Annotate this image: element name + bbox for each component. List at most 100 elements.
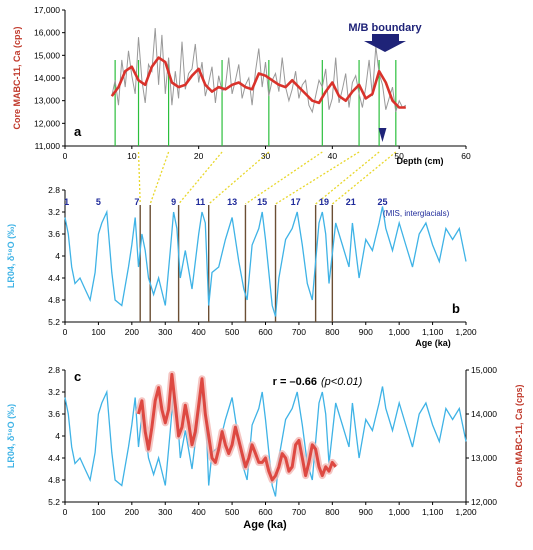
panel-c-x-tick-label: 900 — [359, 507, 373, 517]
mb-boundary-label: M/B boundary — [348, 22, 422, 34]
panel-c-right-tick-label: 13,000 — [471, 453, 497, 463]
panel-c: 2.8 3.2 3.6 4 4.4 4.8 5.2 12,000 13,000 14,000 15… — [6, 365, 524, 531]
panel-b-label: b — [452, 301, 460, 316]
panel-c-right-tick-label: 15,000 — [471, 365, 497, 375]
panel-b-x-tick-label: 900 — [359, 327, 373, 337]
panel-b-x-tick-label: 1,000 — [389, 327, 411, 337]
panel-b-y-tick-label: 3.2 — [48, 207, 60, 217]
panel-b-x-tick-label: 100 — [91, 327, 105, 337]
panel-b-x-tick-label: 600 — [258, 327, 272, 337]
mis-label: 9 — [171, 197, 176, 207]
ca-smoothed-series — [110, 56, 406, 109]
panel-c-x-tick-label: 100 — [91, 507, 105, 517]
panel-a-y-tick-label: 15,000 — [34, 50, 60, 60]
panel-b-ylabel: LR04, δ¹⁸O (‰) — [6, 224, 16, 288]
panel-c-x-tick-label: 600 — [258, 507, 272, 517]
mis-label: 17 — [291, 197, 301, 207]
panel-c-x-tick-label: 500 — [225, 507, 239, 517]
ca-series-overlay — [137, 372, 337, 482]
panel-b-y-tick-label: 4.4 — [48, 273, 60, 283]
tie-connector — [245, 151, 323, 205]
panel-b-x-tick-label: 300 — [158, 327, 172, 337]
panel-a-x-tick-label: 20 — [194, 151, 204, 161]
panel-b-x-tick-label: 0 — [63, 327, 68, 337]
panel-b-x-tick-label: 500 — [225, 327, 239, 337]
panel-b-x-tick-label: 800 — [325, 327, 339, 337]
panel-b-x-tick-label: 200 — [125, 327, 139, 337]
mis-label: 5 — [96, 197, 101, 207]
panel-a-x-tick-label: 50 — [394, 151, 404, 161]
mis-label: 15 — [257, 197, 267, 207]
panel-c-xlabel: Age (ka) — [243, 519, 287, 531]
panel-c-y-tick-label: 3.6 — [48, 409, 60, 419]
panel-b-x-tick-label: 700 — [292, 327, 306, 337]
panel-a: 11,000 12,000 13,000 14,000 15,000 16,000 17,0… — [12, 5, 471, 166]
panel-b-x-tick-label: 1,100 — [422, 327, 444, 337]
tie-connector — [331, 151, 397, 205]
panel-c-x-tick-label: 1,200 — [455, 507, 477, 517]
mis-note: (MIS, interglacials) — [383, 209, 450, 218]
mb-boundary-arrow-icon — [364, 34, 406, 52]
panel-a-y-tick-label: 14,000 — [34, 73, 60, 83]
panel-b-x-tick-label: 400 — [192, 327, 206, 337]
panel-c-y-tick-label: 4 — [55, 431, 60, 441]
tie-connector — [315, 151, 380, 205]
panel-a-y-tick-label: 11,000 — [35, 141, 61, 151]
panel-c-x-tick-label: 1,100 — [422, 507, 444, 517]
panel-c-right-tick-label: 14,000 — [471, 409, 497, 419]
panel-c-y-tick-label: 4.8 — [48, 475, 60, 485]
panel-c-y-tick-label: 5.2 — [48, 497, 60, 507]
panel-b-y-tick-label: 5.2 — [48, 317, 60, 327]
panel-b-xlabel: Age (ka) — [415, 338, 451, 348]
panel-c-ylabel: LR04, δ¹⁸O (‰) — [6, 404, 16, 468]
panel-c-y-tick-label: 2.8 — [48, 365, 60, 375]
panel-a-y-tick-label: 17,000 — [34, 5, 60, 15]
panel-c-label: c — [74, 369, 81, 384]
panel-a-x-tick-label: 60 — [461, 151, 471, 161]
panel-a-xlabel: Depth (cm) — [397, 156, 444, 166]
panel-b: 2.8 3.2 3.6 4 4.4 4.8 5.2 0 100 200 300 400 500 600 7… — [6, 185, 477, 348]
panel-c-ylabel-right: Core MABC-11, Ca (cps) — [514, 384, 524, 487]
panel-c-x-tick-label: 800 — [325, 507, 339, 517]
panel-a-y-tick-label: 13,000 — [34, 96, 60, 106]
panel-b-x-tick-label: 1,200 — [455, 327, 477, 337]
correlation-p: (p<0.01) — [321, 376, 363, 388]
panel-c-x-tick-label: 0 — [63, 507, 68, 517]
mis-label: 11 — [196, 197, 206, 207]
panel-c-x-tick-label: 400 — [192, 507, 206, 517]
panel-a-x-tick-label: 10 — [127, 151, 137, 161]
panel-b-y-tick-label: 2.8 — [48, 185, 60, 195]
panel-c-y-tick-label: 4.4 — [48, 453, 60, 463]
mis-label: 1 — [64, 197, 69, 207]
panel-a-x-tick-label: 30 — [261, 151, 271, 161]
tie-connector — [208, 151, 270, 205]
mis-label: 13 — [227, 197, 237, 207]
panel-c-x-tick-label: 200 — [125, 507, 139, 517]
panel-b-y-tick-label: 4.8 — [48, 295, 60, 305]
panel-a-label: a — [74, 124, 82, 139]
mb-boundary-marker-icon — [378, 128, 387, 142]
panel-a-y-tick-label: 12,000 — [34, 118, 60, 128]
panel-c-x-tick-label: 700 — [292, 507, 306, 517]
lr04-series — [64, 206, 467, 317]
mis-label: 7 — [134, 197, 139, 207]
panel-a-y-tick-label: 16,000 — [34, 28, 60, 38]
ca-series-band — [135, 370, 339, 484]
panel-a-ylabel: Core MABC-11, Ca (cps) — [12, 26, 22, 129]
ca-raw-series — [111, 28, 407, 114]
panel-c-right-tick-label: 12,000 — [471, 497, 497, 507]
panel-c-x-tick-label: 300 — [158, 507, 172, 517]
tie-connector — [137, 151, 141, 205]
lr04-series-overlay — [64, 386, 467, 497]
panel-c-x-tick-label: 1,000 — [389, 507, 411, 517]
panel-b-y-tick-label: 4 — [55, 251, 60, 261]
tie-connector — [178, 151, 223, 205]
mis-label: 19 — [319, 197, 329, 207]
panel-b-y-tick-label: 3.6 — [48, 229, 60, 239]
mis-label: 25 — [377, 197, 387, 207]
panel-a-x-tick-label: 40 — [328, 151, 338, 161]
panel-c-y-tick-label: 3.2 — [48, 387, 60, 397]
correlation-r: r = –0.66 — [273, 376, 317, 388]
tie-connector — [275, 151, 360, 205]
mis-label: 21 — [346, 197, 356, 207]
